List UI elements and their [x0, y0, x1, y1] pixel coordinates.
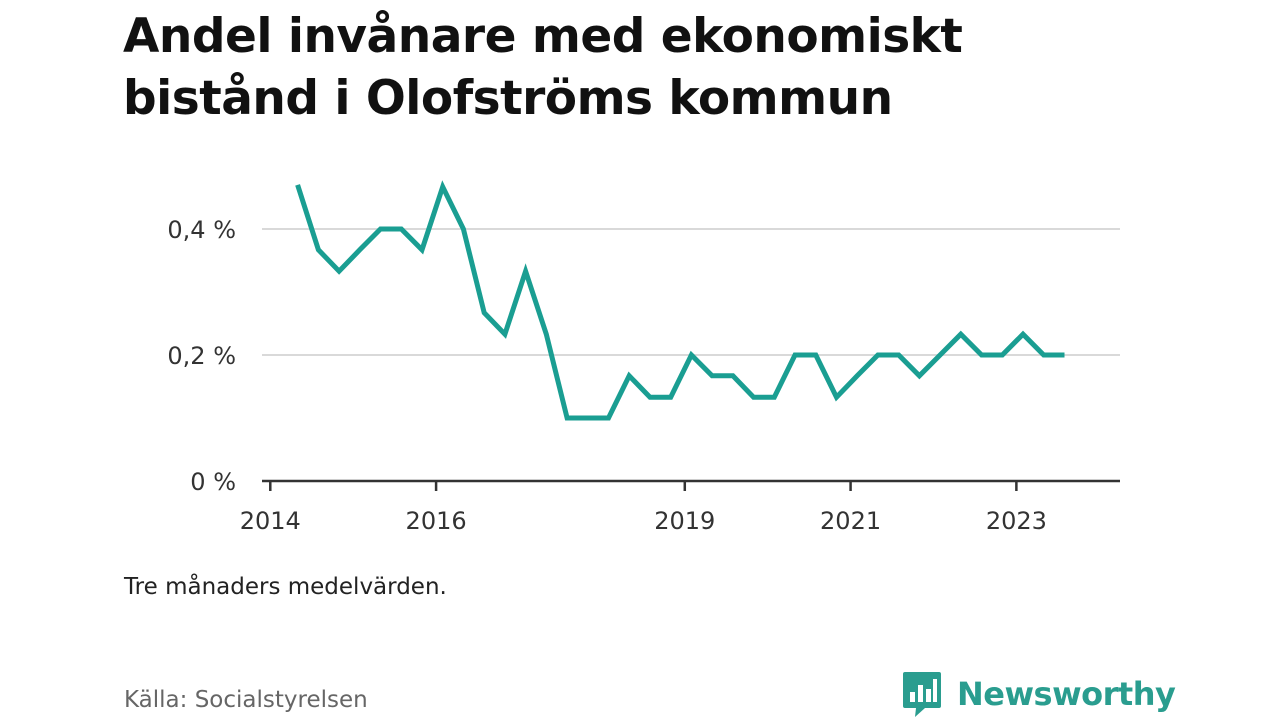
x-tick-label: 2019 — [654, 507, 715, 535]
y-tick-label: 0 % — [190, 468, 236, 496]
source-credit: Källa: Socialstyrelsen — [124, 687, 368, 713]
x-tick-label: 2016 — [406, 507, 467, 535]
x-tick-label: 2021 — [820, 507, 881, 535]
brand-name: Newsworthy — [957, 675, 1176, 713]
y-tick-label: 0,4 % — [167, 216, 236, 244]
chart-note: Tre månaders medelvärden. — [124, 574, 447, 600]
newsworthy-logo-icon — [903, 672, 941, 717]
series-line — [295, 180, 1065, 421]
x-axis — [262, 479, 1120, 491]
y-tick-label: 0,2 % — [167, 342, 236, 370]
gridlines — [262, 228, 1120, 356]
chart-title: Andel invånare med ekonomiskt bistånd i … — [123, 9, 963, 126]
newsworthy-logo: Newsworthy — [901, 670, 1176, 718]
series-layer — [295, 180, 1065, 421]
tick-labels: 0 % 0,2 % 0,4 % 2014 2016 2019 2021 2023 — [167, 216, 1047, 535]
x-tick-label: 2014 — [240, 507, 301, 535]
x-tick-label: 2023 — [986, 507, 1047, 535]
